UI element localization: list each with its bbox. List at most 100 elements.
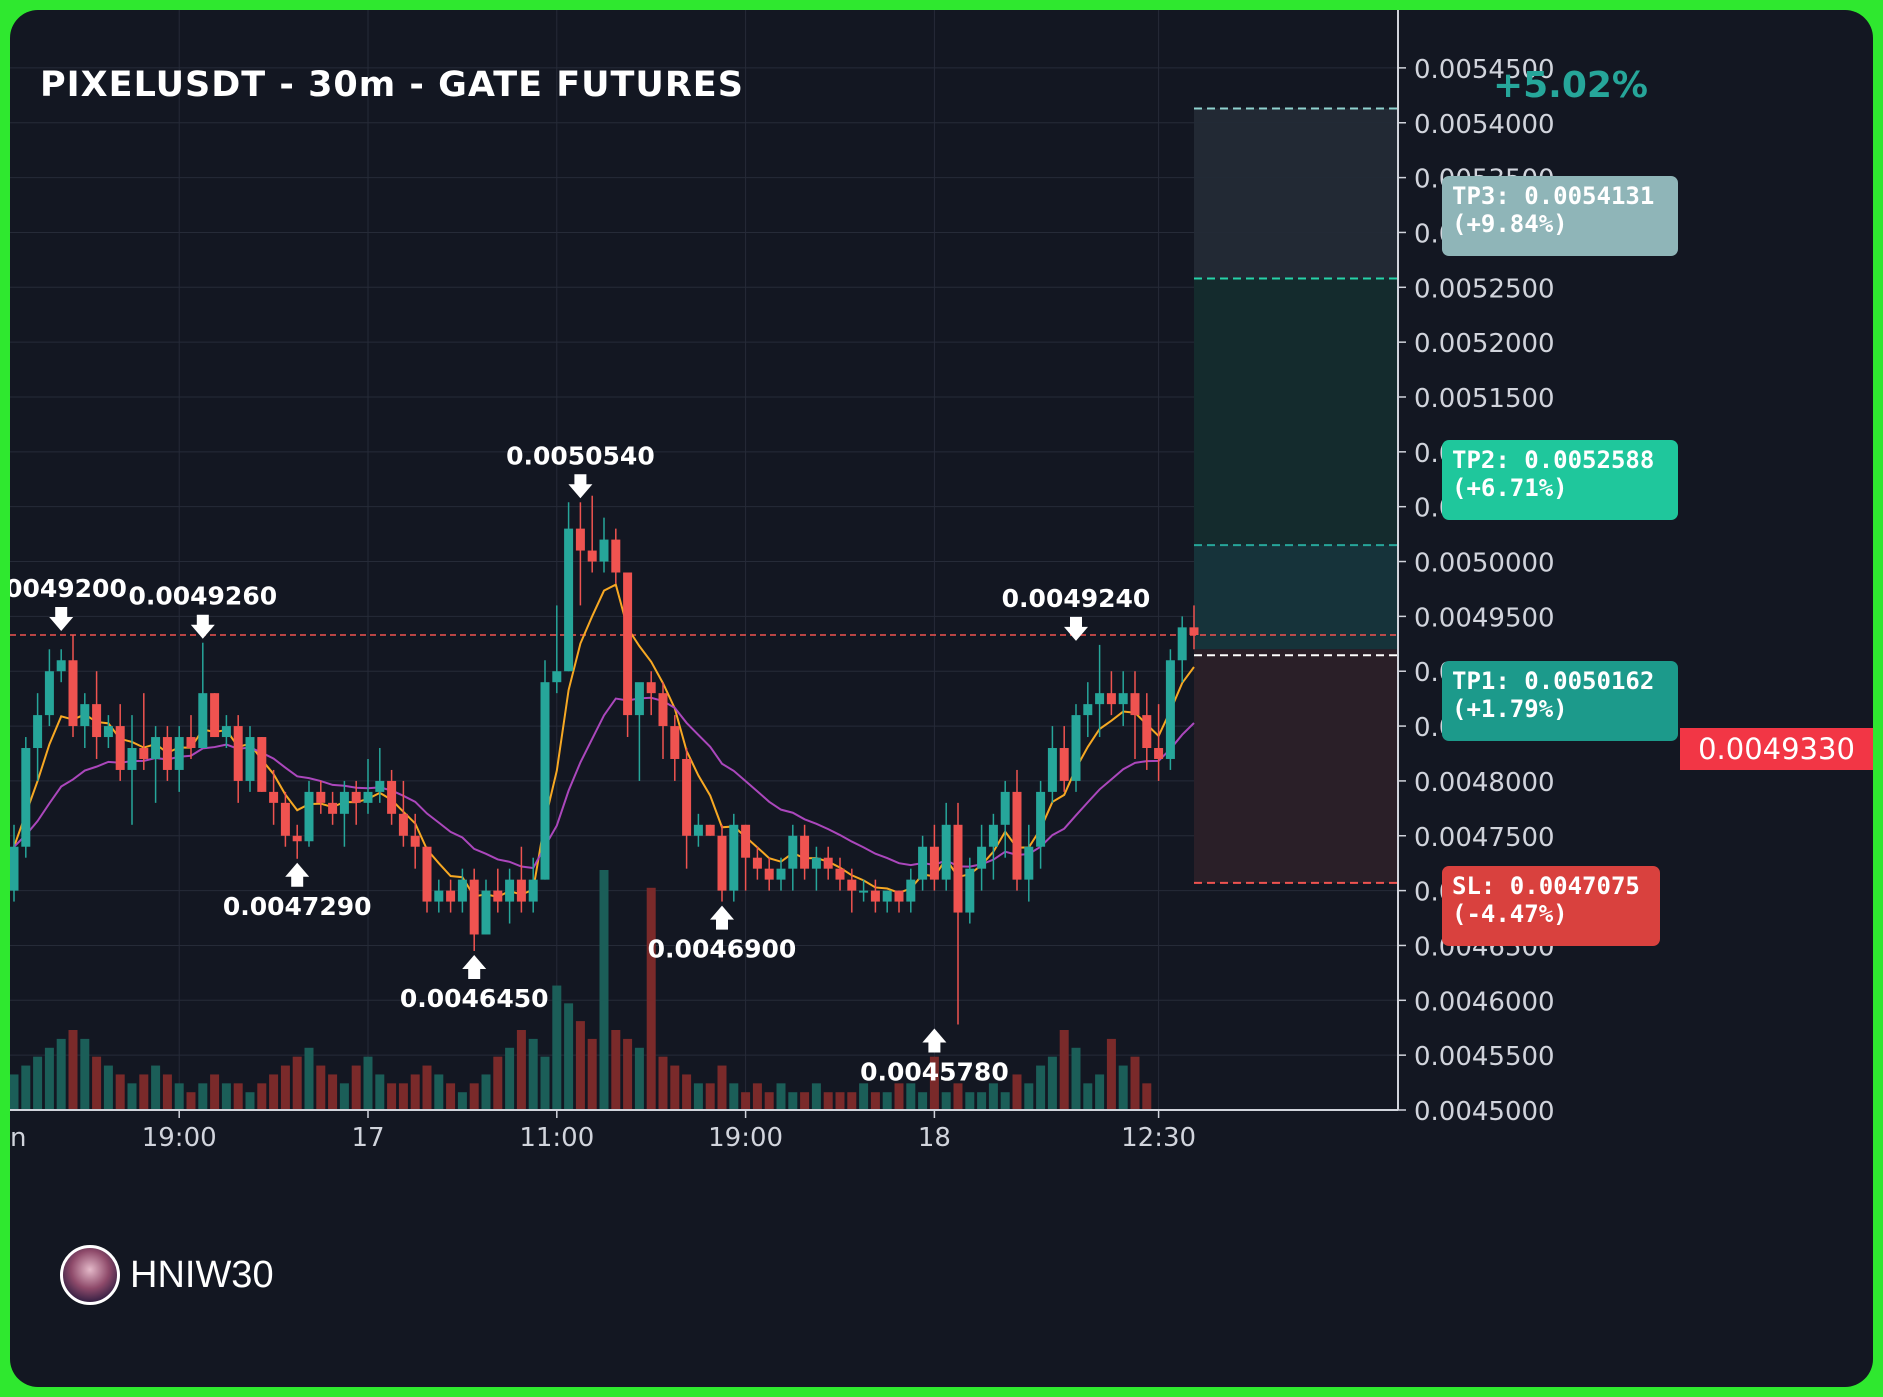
candle-body [221,726,231,738]
candle-body [705,824,715,836]
volume-bar [68,1030,78,1110]
stop-loss-percent: (-4.47%) [1452,900,1568,928]
candle-body [1189,627,1199,636]
avatar [60,1245,120,1305]
candle-body [410,835,420,847]
arrow-up-icon [922,1028,947,1053]
candle-body [1118,693,1128,705]
candle-body [1154,748,1164,759]
volume-bar [1118,1065,1128,1110]
candle-body [776,868,786,880]
volume-bar [823,1092,833,1110]
tp3-price: TP3: 0.0054131 [1452,182,1655,210]
tp3-zone [1194,108,1398,279]
price-tick-label: 0.0051500 [1414,384,1555,414]
volume-bar [776,1083,786,1110]
volume-bar [245,1092,255,1110]
price-tick-label: 0.0050000 [1414,549,1555,579]
tp1-percent: (+1.79%) [1452,695,1568,723]
volume-bar [918,1092,928,1110]
volume-bar [847,1092,857,1110]
candle-body [634,682,644,716]
candle-body [292,835,302,842]
candle-body [788,835,798,869]
time-tick-label: 19:00 [708,1123,783,1153]
price-tick-label: 0.0054000 [1414,110,1555,140]
volume-bar [446,1083,456,1110]
candle-body [387,780,397,814]
candle-body [929,846,939,880]
candle-body [457,879,467,902]
candle-body [398,813,408,836]
stop-loss-price: SL: 0.0047075 [1452,872,1640,900]
volume-bar [1130,1056,1140,1110]
candle-body [1047,748,1057,792]
volume-bar [965,1092,975,1110]
price-tick-label: 0.0052500 [1414,274,1555,304]
volume-bar [977,1092,987,1110]
candle-body [693,824,703,836]
arrow-down-icon [190,614,215,639]
candle-body [965,868,975,913]
candle-body [800,835,810,869]
annotation-label: 0.0046900 [648,935,797,964]
candle-body [280,802,290,836]
price-tick-label: 0.0047500 [1414,823,1555,853]
volume-bar [870,1092,880,1110]
candle-body [269,791,279,803]
volume-bar [375,1074,385,1110]
volume-bar [953,1083,963,1110]
candle-body [162,737,172,770]
volume-bar [186,1092,196,1110]
time-tick-label: 19:00 [142,1123,217,1153]
candle-body [493,890,503,902]
arrow-down-icon [568,474,593,499]
candle-body [115,726,125,770]
volume-bar [564,1003,574,1110]
candle-body [434,890,444,902]
candle-body [1165,660,1175,759]
candle-body [811,857,821,869]
volume-bar [682,1074,692,1110]
volume-bar [269,1074,279,1110]
candle-body [245,737,255,781]
stop-loss-label: SL: 0.0047075 (-4.47%) [1442,866,1660,946]
volume-bar [729,1083,739,1110]
price-tick-label: 0.0046000 [1414,987,1555,1017]
candle-body [233,726,243,781]
volume-bar [1106,1038,1116,1110]
candle-body [257,737,267,792]
volume-bar [103,1065,113,1110]
volume-bar [151,1065,161,1110]
volume-bar [906,1083,916,1110]
volume-bar [811,1083,821,1110]
volume-bar [33,1056,43,1110]
volume-bar [233,1083,243,1110]
chart-title: PIXELUSDT - 30m - GATE FUTURES [40,65,744,105]
candle-body [1012,791,1022,880]
volume-bar [1059,1030,1069,1110]
tp2-percent: (+6.71%) [1452,474,1568,502]
candle-body [1059,748,1069,781]
time-tick-label: 12:30 [1121,1123,1196,1153]
volume-bar [599,870,609,1110]
volume-bar [611,1030,621,1110]
volume-bar [457,1092,467,1110]
volume-bar [988,1083,998,1110]
volume-bar [1036,1065,1046,1110]
price-tick-label: 0.0048000 [1414,768,1555,798]
candle-body [80,704,90,727]
volume-bar [859,1083,869,1110]
candle-body [670,726,680,759]
volume-bar [316,1065,326,1110]
candle-body [611,539,621,573]
volume-bar [280,1065,290,1110]
volume-bar [174,1083,184,1110]
candle-body [422,846,432,902]
annotation-label: 0.0049240 [1002,584,1151,613]
candle-body [127,748,137,770]
volume-bar [705,1083,715,1110]
volume-bar [127,1083,137,1110]
candle-body [1071,715,1081,781]
